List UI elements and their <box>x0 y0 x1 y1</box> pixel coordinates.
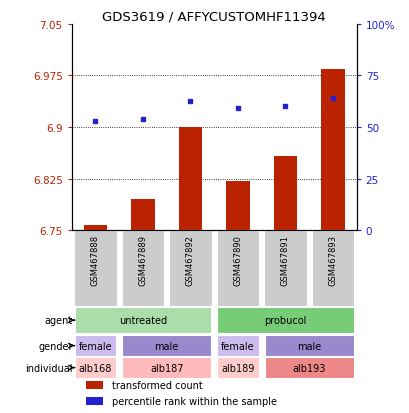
Text: GSM467892: GSM467892 <box>186 234 195 285</box>
Bar <box>216 307 353 334</box>
Text: transformed count: transformed count <box>111 380 202 390</box>
Text: untreated: untreated <box>119 316 166 325</box>
Bar <box>74 307 211 334</box>
Text: GSM467891: GSM467891 <box>280 234 289 285</box>
Bar <box>74 230 117 306</box>
Text: agent: agent <box>44 316 72 325</box>
Bar <box>311 230 353 306</box>
Text: gender: gender <box>38 341 72 351</box>
Bar <box>131 199 155 230</box>
Text: alb193: alb193 <box>292 363 325 373</box>
Bar <box>216 336 258 356</box>
Bar <box>83 225 107 230</box>
Bar <box>74 336 116 356</box>
Text: female: female <box>220 341 254 351</box>
Bar <box>263 230 306 306</box>
Bar <box>225 181 249 230</box>
Bar <box>122 358 211 378</box>
Text: percentile rank within the sample: percentile rank within the sample <box>111 396 276 406</box>
Bar <box>86 397 103 405</box>
Bar <box>320 69 344 230</box>
Bar <box>74 358 116 378</box>
Text: alb187: alb187 <box>150 363 183 373</box>
Text: GSM467888: GSM467888 <box>91 234 100 285</box>
Text: male: male <box>154 341 178 351</box>
Bar <box>264 358 353 378</box>
Bar <box>216 358 258 378</box>
Title: GDS3619 / AFFYCUSTOMHF11394: GDS3619 / AFFYCUSTOMHF11394 <box>102 11 325 24</box>
Text: alb189: alb189 <box>221 363 254 373</box>
Bar <box>169 230 211 306</box>
Bar <box>122 336 211 356</box>
Text: GSM467890: GSM467890 <box>233 234 242 285</box>
Text: individual: individual <box>25 363 72 373</box>
Text: GSM467889: GSM467889 <box>138 234 147 285</box>
Text: female: female <box>79 341 112 351</box>
Text: GSM467893: GSM467893 <box>328 234 337 285</box>
Bar <box>86 382 103 389</box>
Bar <box>273 157 297 230</box>
Bar <box>216 230 259 306</box>
Text: probucol: probucol <box>264 316 306 325</box>
Text: alb168: alb168 <box>79 363 112 373</box>
Bar <box>121 230 164 306</box>
Bar <box>178 128 202 230</box>
Bar <box>264 336 353 356</box>
Text: male: male <box>297 341 321 351</box>
